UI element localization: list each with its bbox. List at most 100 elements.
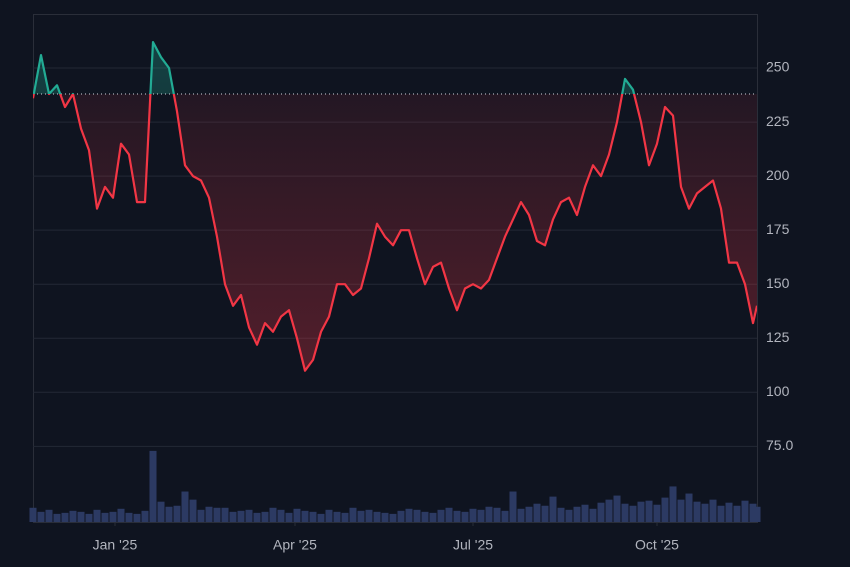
volume-bar <box>397 510 405 522</box>
y-tick-label: 250 <box>766 59 790 75</box>
volume-bar <box>485 506 493 522</box>
volume-bar <box>461 511 469 522</box>
volume-bar <box>445 507 453 522</box>
y-tick-label: 175 <box>766 221 790 237</box>
y-tick-label: 150 <box>766 275 790 291</box>
x-tick-label: Apr '25 <box>273 537 317 553</box>
x-tick-label: Jul '25 <box>453 537 493 553</box>
y-tick-label: 225 <box>766 113 790 129</box>
volume-bar <box>317 513 325 522</box>
volume-bar <box>61 512 69 522</box>
volume-bar <box>621 503 629 522</box>
volume-bar <box>181 491 189 522</box>
volume-bar <box>733 505 741 522</box>
volume-bar <box>573 506 581 522</box>
y-tick-label: 200 <box>766 167 790 183</box>
volume-bar <box>725 502 733 522</box>
volume-bar <box>333 511 341 522</box>
volume-bar <box>165 506 173 522</box>
plot-frame <box>33 14 758 523</box>
volume-bar <box>69 510 77 522</box>
volume-bar <box>669 486 677 522</box>
volume-bar <box>533 503 541 522</box>
volume-bar <box>45 509 53 522</box>
volume-bar <box>149 450 157 522</box>
volume-bar <box>53 513 61 522</box>
volume-bar <box>741 500 749 522</box>
volume-bar <box>753 506 761 522</box>
volume-bar <box>429 512 437 522</box>
y-tick-label: 100 <box>766 383 790 399</box>
volume-bar <box>205 506 213 522</box>
volume-bar <box>37 511 45 522</box>
volume-bar <box>141 510 149 522</box>
volume-bar <box>693 501 701 522</box>
volume-bar <box>253 512 261 522</box>
volume-bar <box>365 509 373 522</box>
volume-bar <box>109 511 117 522</box>
volume-bar <box>717 505 725 522</box>
volume-bar <box>413 509 421 522</box>
volume-bar <box>589 508 597 522</box>
volume-bar <box>469 508 477 522</box>
volume-bar <box>509 491 517 522</box>
volume-bar <box>541 505 549 522</box>
volume-bar <box>549 496 557 522</box>
volume-bar <box>613 495 621 522</box>
volume-bar <box>661 497 669 522</box>
volume-bar <box>677 499 685 522</box>
volume-bar <box>629 505 637 522</box>
volume-bar <box>389 513 397 522</box>
volume-bar <box>493 507 501 522</box>
price-line-below <box>33 93 757 372</box>
volume-bar <box>101 512 109 522</box>
volume-bar <box>77 511 85 522</box>
volume-bar <box>341 512 349 522</box>
volume-bar <box>197 509 205 522</box>
volume-bar <box>477 509 485 522</box>
volume-bar <box>93 509 101 522</box>
volume-bar <box>437 509 445 522</box>
volume-bar <box>125 512 133 522</box>
volume-bar <box>381 512 389 522</box>
volume-bar <box>309 511 317 522</box>
volume-bar <box>213 507 221 522</box>
volume-bar <box>229 511 237 522</box>
volume-bar <box>637 501 645 522</box>
volume-bar <box>581 504 589 522</box>
volume-bar <box>285 512 293 522</box>
price-line-above <box>33 41 636 94</box>
volume-bar <box>293 508 301 522</box>
x-tick-label: Jan '25 <box>93 537 138 553</box>
volume-bar <box>501 510 509 522</box>
volume-bar <box>653 504 661 522</box>
volume-bar <box>349 507 357 522</box>
volume-bar <box>269 507 277 522</box>
volume-bar <box>325 509 333 522</box>
volume-bar <box>117 508 125 522</box>
volume-bar <box>373 511 381 522</box>
volume-bar <box>597 502 605 522</box>
volume-bar <box>157 501 165 522</box>
volume-bar <box>453 510 461 522</box>
volume-bar <box>173 505 181 522</box>
volume-bar <box>261 511 269 522</box>
volume-bar <box>357 510 365 522</box>
volume-bar <box>221 507 229 522</box>
y-tick-label: 75.0 <box>766 437 793 453</box>
volume-bar <box>685 493 693 522</box>
volume-bar <box>29 507 37 522</box>
volume-bar <box>301 510 309 522</box>
volume-bar <box>421 511 429 522</box>
y-tick-label: 125 <box>766 329 790 345</box>
volume-bar <box>525 506 533 522</box>
volume-bar <box>85 513 93 522</box>
volume-bar <box>709 499 717 522</box>
volume-bar <box>565 509 573 522</box>
volume-bar <box>237 510 245 522</box>
volume-bar <box>749 503 757 522</box>
volume-bar <box>189 499 197 522</box>
volume-bar <box>277 509 285 522</box>
